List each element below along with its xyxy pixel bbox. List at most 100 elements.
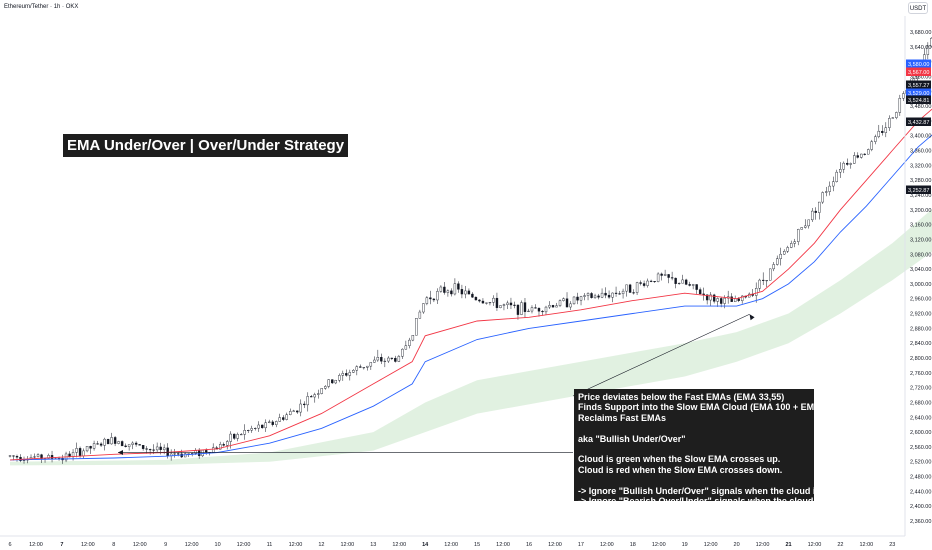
candle-bull — [436, 291, 439, 301]
candle-bull — [383, 360, 387, 362]
candle-bear — [89, 446, 92, 449]
candle-bull — [464, 290, 467, 295]
candle-bear — [467, 290, 471, 295]
candle-bull — [818, 201, 821, 213]
candle-bull — [548, 305, 551, 308]
candle-bear — [814, 210, 817, 213]
x-tick-label: 12:00 — [496, 542, 510, 548]
annotation-lines-layer — [118, 314, 755, 455]
candle-bear — [737, 298, 740, 301]
candle-bear — [15, 456, 19, 458]
y-tick-label: 2,800.00 — [910, 356, 931, 362]
candle-bull — [485, 302, 488, 304]
candle-bull — [257, 424, 260, 429]
candle-bull — [418, 311, 422, 319]
ema-layer — [9, 108, 932, 461]
ema-blue-line — [9, 134, 932, 461]
x-tick-label: 12:00 — [29, 542, 43, 548]
candle-bull — [593, 295, 597, 298]
candle-bull — [275, 421, 278, 425]
y-tick-label: 3,480.00 — [910, 104, 931, 110]
x-tick-label: 7 — [60, 542, 63, 548]
candle-bear — [134, 442, 138, 445]
price-tag-label: 3,252.87 — [908, 188, 929, 194]
candle-bear — [660, 273, 663, 276]
candle-bull — [264, 422, 267, 429]
x-tick-label: 12:00 — [185, 542, 199, 548]
candle-bull — [250, 428, 253, 431]
candle-bull — [779, 253, 782, 259]
candle-bear — [695, 284, 698, 290]
x-tick-label: 19 — [682, 542, 688, 548]
candle-bear — [604, 292, 607, 296]
candle-bear — [576, 296, 579, 301]
candle-bull — [527, 310, 530, 312]
candle-bull — [583, 295, 586, 297]
candle-bull — [183, 453, 187, 458]
candle-bull — [569, 303, 572, 308]
x-tick-label: 12:00 — [704, 542, 718, 548]
x-tick-label: 10 — [215, 542, 221, 548]
candle-bear — [705, 294, 709, 301]
candle-bear — [712, 294, 716, 302]
candle-bull — [646, 280, 649, 286]
y-tick-label: 2,840.00 — [910, 341, 931, 347]
candle-bear — [534, 307, 537, 309]
candle-bull — [793, 241, 796, 244]
candle-bear — [478, 299, 481, 302]
symbol-label[interactable]: Ethereum/Tether · 1h · OKX — [4, 4, 79, 10]
annotation-line: -> Ignore "Bullish Under/Over" signals w… — [578, 485, 840, 496]
candle-bull — [415, 318, 418, 336]
x-tick-label: 14 — [422, 542, 429, 548]
candle-bear — [99, 443, 103, 446]
candle-bull — [600, 292, 604, 298]
candle-bull — [229, 433, 232, 442]
candle-bear — [684, 279, 688, 285]
candle-bear — [607, 294, 611, 298]
price-tag — [906, 95, 931, 104]
candle-bull — [930, 37, 932, 47]
y-tick-label: 2,640.00 — [910, 415, 931, 421]
candle-bear — [390, 357, 394, 359]
candle-bull — [348, 372, 352, 376]
candle-bear — [310, 396, 313, 398]
signal-arrow-line — [572, 314, 750, 397]
candle-bull — [411, 335, 415, 341]
candle-bull — [422, 303, 425, 313]
candle-bull — [278, 417, 281, 422]
x-tick-label: 12:00 — [859, 542, 873, 548]
candle-bull — [586, 293, 590, 296]
candle-bull — [663, 274, 667, 276]
candle-bull — [716, 298, 719, 302]
annotation-line — [578, 444, 810, 454]
candle-bear — [345, 373, 348, 376]
candle-bear — [429, 297, 432, 300]
price-tag-label: 3,567.00 — [908, 70, 929, 76]
candle-bull — [888, 118, 891, 128]
currency-button[interactable]: USDT — [908, 2, 928, 14]
candle-bear — [120, 441, 124, 447]
candle-bull — [75, 448, 78, 453]
candle-bear — [282, 417, 285, 420]
candle-bull — [373, 359, 376, 363]
price-tag — [906, 67, 931, 76]
candle-bull — [898, 98, 902, 113]
candle-bull — [772, 264, 775, 270]
candle-bear — [359, 366, 362, 368]
x-tick-label: 12:00 — [652, 542, 666, 548]
ema-cloud-layer — [10, 209, 932, 466]
candle-bear — [863, 153, 866, 155]
price-tag — [906, 59, 931, 68]
candle-bull — [870, 141, 873, 150]
candle-bear — [856, 155, 859, 158]
ema-red-line — [9, 108, 932, 461]
y-tick-label: 3,080.00 — [910, 252, 931, 258]
x-tick-label: 21 — [785, 542, 791, 548]
candle-bear — [537, 307, 541, 312]
candle-bull — [769, 268, 772, 281]
candle-bull — [797, 229, 800, 242]
x-tick-label: 12:00 — [808, 542, 822, 548]
candle-bull — [243, 430, 246, 435]
candle-bear — [271, 421, 274, 425]
